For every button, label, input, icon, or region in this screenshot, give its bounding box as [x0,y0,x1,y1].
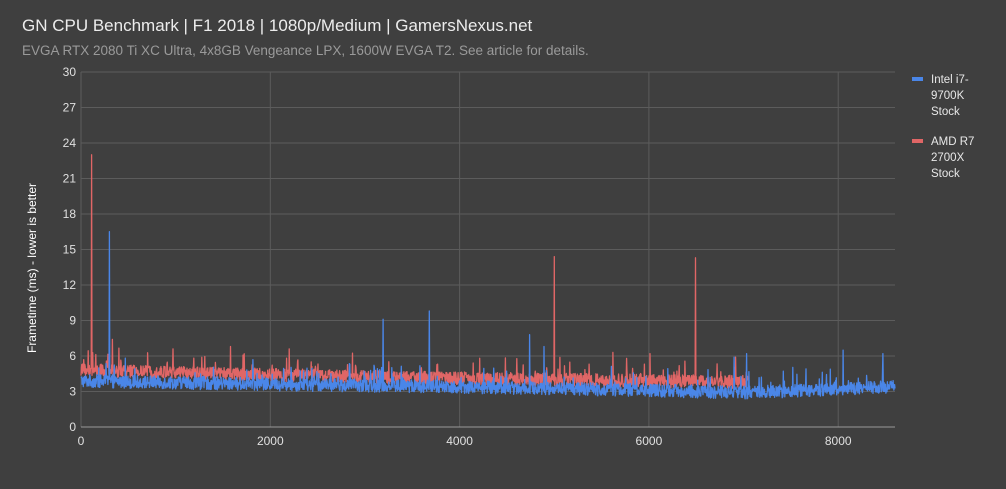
y-tick-label: 30 [63,65,77,79]
x-tick-label: 4000 [446,434,473,448]
legend-item-intel: Intel i7-9700K Stock [912,72,1002,120]
y-tick-label: 24 [63,136,77,150]
y-tick-label: 15 [63,243,77,257]
legend-label-intel: Intel i7-9700K Stock [931,74,969,118]
y-tick-label: 21 [63,172,77,186]
chart-subtitle: EVGA RTX 2080 Ti XC Ultra, 4x8GB Vengean… [22,43,589,58]
y-tick-label: 9 [69,314,76,328]
legend-swatch-intel [912,77,923,81]
chart-title: GN CPU Benchmark | F1 2018 | 1080p/Mediu… [22,16,533,35]
y-axis-label: Frametime (ms) - lower is better [25,183,39,353]
x-tick-label: 0 [78,434,85,448]
y-tick-label: 0 [69,420,76,434]
y-tick-label: 12 [63,278,77,292]
x-tick-label: 6000 [636,434,663,448]
y-tick-label: 6 [69,349,76,363]
series-line-intel [80,231,896,400]
y-tick-label: 18 [63,207,77,221]
legend-item-amd: AMD R7 2700X Stock [912,134,1002,182]
legend-label-amd: AMD R7 2700X Stock [931,136,975,180]
x-tick-label: 8000 [825,434,852,448]
series-line-amd [80,154,749,389]
y-tick-label: 27 [63,101,77,115]
axes: 0 3 6 9 12 15 18 21 24 27 30 0 2000 4000 6000 8000 [63,65,895,448]
series-layer [80,154,896,400]
y-tick-label: 3 [69,385,76,399]
legend: Intel i7-9700K Stock AMD R7 2700X Stock [912,72,1002,196]
legend-swatch-amd [912,139,923,143]
x-tick-label: 2000 [257,434,284,448]
